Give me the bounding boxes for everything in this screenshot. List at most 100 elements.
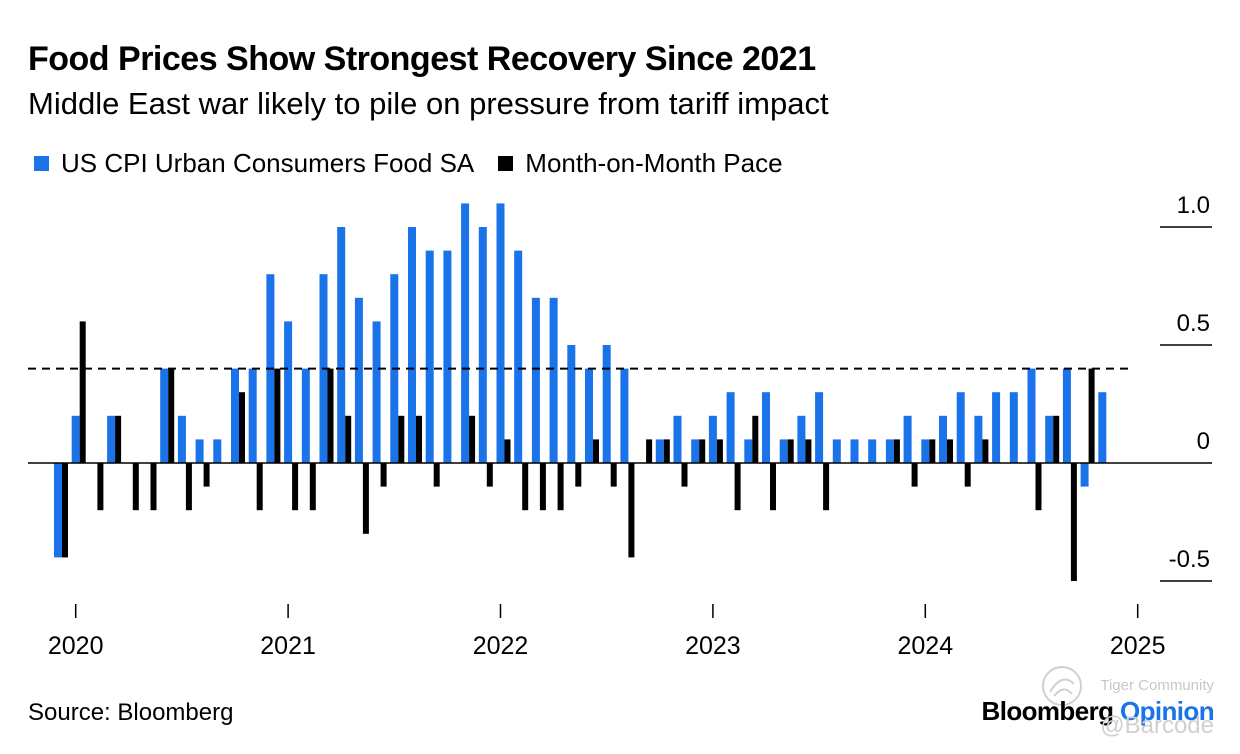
bar-mom-pace [168,368,175,463]
bar-food-cpi [602,345,611,463]
bar-mom-pace [416,415,422,463]
bar-mom-pace [79,321,86,463]
bar-food-cpi [762,392,770,463]
bar-mom-pace [522,463,529,511]
bar-mom-pace [433,463,440,487]
bar-food-cpi [921,439,930,463]
bar-mom-pace [539,463,546,511]
bar-food-cpi [779,439,788,463]
bar-food-cpi [549,297,558,463]
bar-food-cpi [1098,392,1107,463]
brand-logo: Bloomberg Opinion [981,696,1215,727]
bar-mom-pace [628,463,635,558]
brand-opinion: Opinion [1120,696,1215,726]
y-tick-label: -0.5 [1169,546,1210,573]
bar-food-cpi [107,415,116,463]
bar-mom-pace [274,368,281,463]
bar-food-cpi [585,368,593,463]
bar-food-cpi [903,415,912,463]
bar-food-cpi [850,439,859,463]
bar-food-cpi [443,250,452,463]
bar-mom-pace [982,439,989,463]
bar-food-cpi [54,463,62,558]
bar-food-cpi [337,227,346,463]
bar-mom-pace [504,439,511,463]
bar-mom-pace [681,463,688,487]
bar-food-cpi [461,203,470,463]
bar-mom-pace [185,463,192,511]
bar-mom-pace [752,415,759,463]
bar-food-cpi [691,439,700,463]
bar-food-cpi [195,439,204,463]
x-tick-label: 2021 [260,632,316,660]
bar-mom-pace [327,368,334,463]
bar-mom-pace [97,463,104,511]
bar-mom-pace [805,439,812,463]
bar-mom-pace [486,463,493,487]
legend-swatch-mom-pace [498,156,514,171]
bar-mom-pace [256,463,263,511]
bar-mom-pace [239,392,245,463]
y-tick-label: 0.5 [1177,310,1210,337]
brand-bloomberg: Bloomberg [981,696,1114,726]
bar-food-cpi [956,392,965,463]
bar-food-cpi [284,321,293,463]
bar-mom-pace [469,415,476,463]
legend-label-mom-pace: Month-on-Month Pace [525,148,783,178]
watermark-tiger-icon [1042,666,1082,706]
bar-food-cpi [408,227,416,463]
bar-mom-pace [380,463,387,487]
bar-mom-pace [699,439,706,463]
bar-food-cpi [832,439,841,463]
x-tick-label: 2022 [473,632,529,660]
bar-food-cpi [160,368,169,463]
bar-mom-pace [593,439,599,463]
bar-food-cpi [514,250,523,463]
bar-food-cpi [744,439,753,463]
bar-mom-pace [398,415,405,463]
bar-mom-pace [716,439,723,463]
bar-mom-pace [345,415,352,463]
x-tick-label: 2023 [685,632,741,660]
bar-mom-pace [646,439,653,463]
bar-food-cpi [213,439,222,463]
watermark-handle: @Barcode [1100,712,1214,739]
bar-mom-pace [115,415,122,463]
bar-food-cpi [1009,392,1018,463]
source-note: Source: Bloomberg [28,699,234,726]
bar-mom-pace [150,463,157,511]
bar-food-cpi [868,439,877,463]
bar-mom-pace [663,439,670,463]
bar-food-cpi [885,439,894,463]
bar-food-cpi [496,203,505,463]
bar-food-cpi [248,368,257,463]
bar-food-cpi [301,368,310,463]
bar-food-cpi [354,297,363,463]
bar-mom-pace [575,463,582,487]
bar-mom-pace [292,463,299,511]
bar-food-cpi [567,345,576,463]
bar-mom-pace [362,463,369,534]
bar-food-cpi [177,415,186,463]
bar-mom-pace [823,463,830,511]
bar-mom-pace [929,439,936,463]
bar-food-cpi [231,368,239,463]
bar-food-cpi [620,368,629,463]
bar-mom-pace [309,463,316,511]
legend-swatch-food-cpi [34,156,49,171]
bar-mom-pace [1035,463,1042,511]
bar-food-cpi [478,227,487,463]
bar-food-cpi [939,415,947,463]
bar-food-cpi [815,392,824,463]
legend-item-food-cpi: US CPI Urban Consumers Food SA [34,148,474,179]
legend-item-mom-pace: Month-on-Month Pace [498,148,783,179]
bar-mom-pace [893,439,900,463]
bar-mom-pace [734,463,741,511]
bar-food-cpi [708,415,717,463]
chart-title: Food Prices Show Strongest Recovery Sinc… [28,40,816,78]
chart-subtitle: Middle East war likely to pile on pressu… [28,86,829,121]
bar-mom-pace [203,463,210,487]
bar-food-cpi [797,415,806,463]
bar-mom-pace [911,463,918,487]
y-tick-label: 0 [1197,428,1210,455]
